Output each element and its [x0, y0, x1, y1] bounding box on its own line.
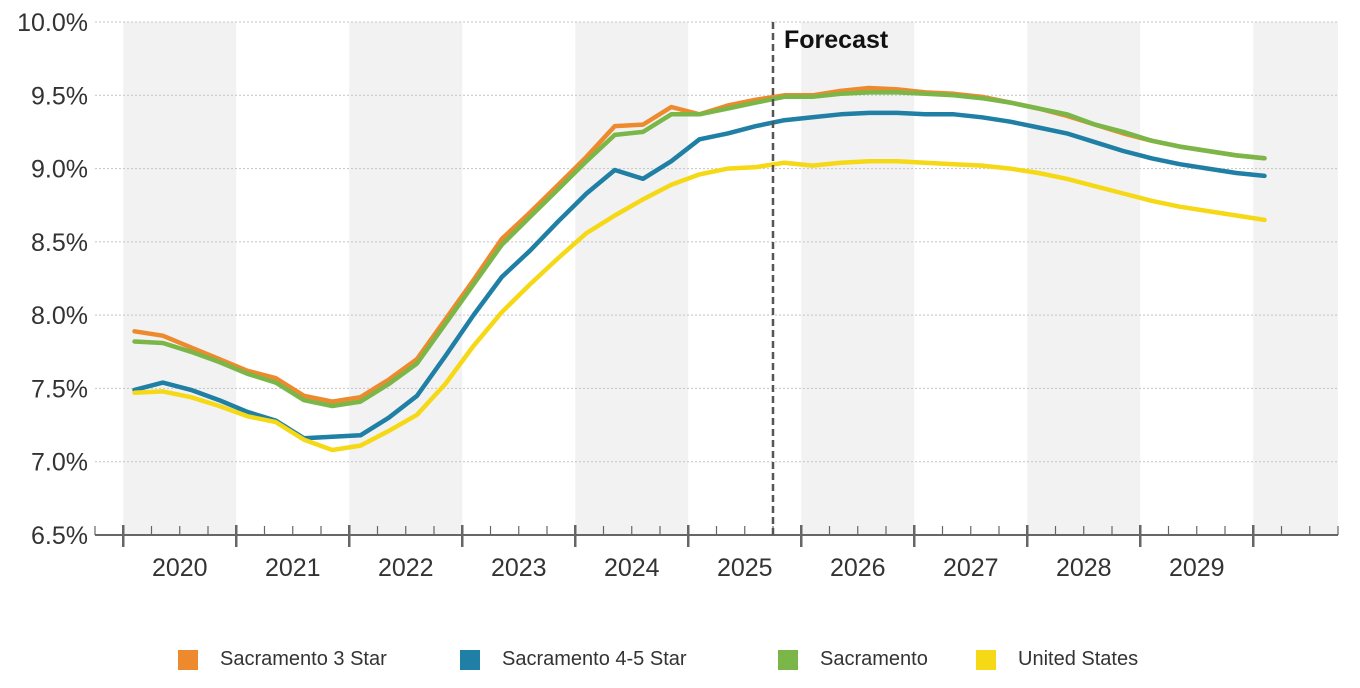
year-band-2022 [349, 22, 463, 535]
y-tick-label: 8.5% [31, 229, 88, 257]
forecast-marker: Forecast [771, 22, 889, 535]
y-axis-ticks: 6.5% 7.0% 7.5% 8.0% 8.5% 9.0% 9.5% 10.0% [17, 9, 88, 550]
gridlines [95, 21, 1338, 463]
year-band-2024 [575, 22, 689, 535]
series-lines [132, 85, 1267, 453]
series-line-sacramento [132, 90, 1267, 409]
legend-item: Sacramento [778, 648, 928, 671]
year-band-2020 [123, 22, 237, 535]
legend-swatch [778, 649, 798, 670]
forecast-label: Forecast [784, 26, 889, 54]
x-tick-label: 2025 [717, 554, 773, 582]
y-tick-label: 7.0% [31, 449, 88, 477]
legend-label: Sacramento [820, 648, 928, 670]
y-tick-label: 8.0% [31, 302, 88, 330]
x-tick-label: 2022 [378, 554, 434, 582]
chart-svg: 6.5%7.0%7.5%8.0%8.5%9.0%9.5%10.0% 2020 20… [17, 9, 1339, 582]
legend-swatch [460, 649, 480, 670]
legend-swatch [178, 649, 198, 670]
y-tick-label: 10.0% [17, 9, 88, 37]
year-band-tail [1253, 22, 1338, 535]
legend-label: Sacramento 4-5 Star [502, 648, 687, 670]
legend-item: United States [976, 648, 1138, 671]
year-band-2026 [801, 22, 915, 535]
year-band-2028 [1027, 22, 1141, 535]
x-tick-label: 2024 [604, 554, 660, 582]
legend-item: Sacramento 4-5 Star [460, 648, 687, 671]
x-tick-label: 2027 [943, 554, 999, 582]
legend-label: Sacramento 3 Star [220, 648, 387, 670]
x-tick-label: 2020 [152, 554, 208, 582]
legend-swatch [976, 649, 996, 670]
y-tick-label: 9.0% [31, 156, 88, 184]
series-line-united-states [132, 158, 1267, 453]
year-bands [123, 22, 1338, 535]
legend: Sacramento 3 Star Sacramento 4-5 Star Sacr… [0, 648, 1360, 688]
x-axis: 2020 2021 2022 2023 2024 2025 2026 2027 2028 2029 [94, 525, 1339, 582]
x-tick-label: 2023 [491, 554, 547, 582]
x-tick-label: 2026 [830, 554, 886, 582]
x-tick-label: 2021 [265, 554, 321, 582]
legend-label: United States [1018, 648, 1139, 670]
legend-item: Sacramento 3 Star [178, 648, 387, 671]
series-line-sacramento-4-5-star [132, 110, 1267, 441]
y-tick-label: 7.5% [31, 375, 88, 403]
y-tick-label: 9.5% [31, 82, 88, 110]
y-tick-label: 6.5% [31, 522, 88, 550]
x-tick-label: 2028 [1056, 554, 1112, 582]
x-tick-label: 2029 [1169, 554, 1225, 582]
